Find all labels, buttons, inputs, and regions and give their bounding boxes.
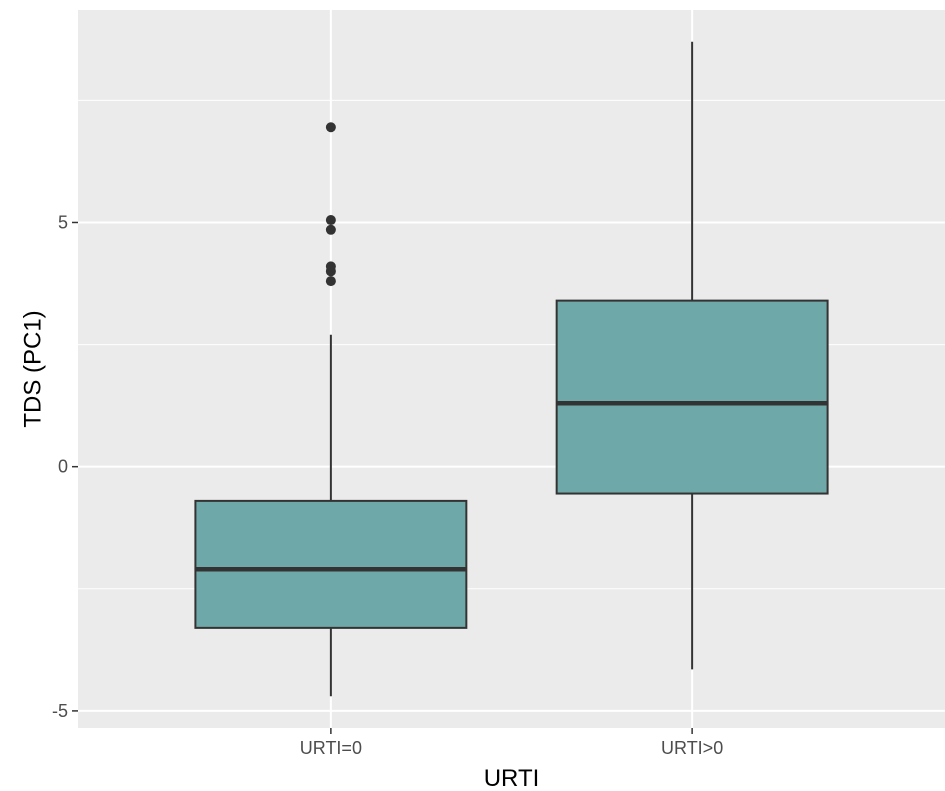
outlier-point xyxy=(325,276,336,287)
iqr-box xyxy=(194,499,468,629)
outlier-point xyxy=(325,122,336,133)
x-tick-label: URTI>0 xyxy=(661,738,723,758)
outlier-point xyxy=(325,224,336,235)
outlier-point xyxy=(325,261,336,272)
iqr-box xyxy=(555,299,829,495)
x-tick-label: URTI=0 xyxy=(300,738,362,758)
boxplot-series xyxy=(194,41,829,697)
y-tick-label: 5 xyxy=(58,212,68,232)
box-2 xyxy=(555,41,829,670)
y-tick-label: -5 xyxy=(52,701,68,721)
outlier-point xyxy=(325,215,336,226)
y-axis-title: TDS (PC1) xyxy=(19,310,46,427)
box-1 xyxy=(194,122,468,697)
y-tick-label: 0 xyxy=(58,457,68,477)
x-axis-title: URTI xyxy=(484,765,540,791)
y-axis-ticks: -5 0 5 xyxy=(52,212,78,721)
x-axis-ticks: URTI=0 URTI>0 xyxy=(300,728,723,758)
